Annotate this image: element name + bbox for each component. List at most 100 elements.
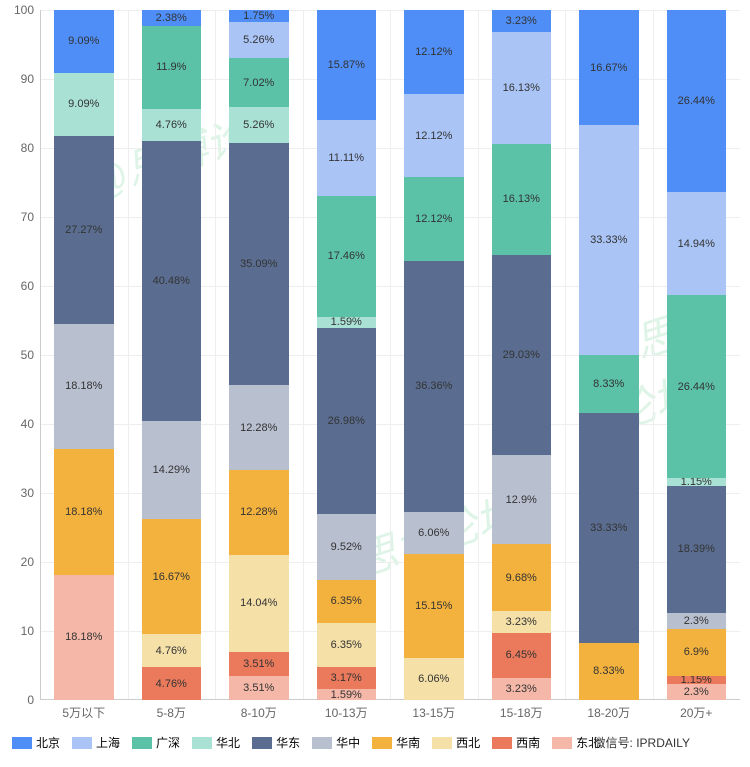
- segment-label: 36.36%: [415, 380, 452, 392]
- legend-label: 西南: [516, 734, 540, 751]
- legend-item[interactable]: 华东: [252, 734, 300, 751]
- legend-swatch: [312, 737, 332, 749]
- y-tick: 30: [0, 486, 40, 500]
- bar-segment: 16.67%: [579, 10, 639, 125]
- bar-segment: 6.9%: [667, 629, 727, 677]
- bar-segment: 18.18%: [54, 575, 114, 700]
- segment-label: 18.18%: [65, 631, 102, 643]
- legend-item[interactable]: 华北: [192, 734, 240, 751]
- segment-label: 6.9%: [684, 646, 709, 658]
- chart-container: @思博论坛@思博论坛@思博论坛 0102030405060708090100 1…: [0, 0, 750, 767]
- bar-segment: 29.03%: [492, 255, 552, 455]
- bar-segment: 12.9%: [492, 455, 552, 544]
- bar-segment: 6.06%: [404, 512, 464, 554]
- segment-label: 15.15%: [415, 600, 452, 612]
- segment-label: 26.44%: [678, 95, 715, 107]
- segment-label: 16.13%: [503, 82, 540, 94]
- x-category-label: 5万以下: [62, 704, 105, 721]
- segment-label: 26.98%: [328, 415, 365, 427]
- bar-segment: 15.87%: [317, 10, 377, 120]
- segment-label: 26.44%: [678, 381, 715, 393]
- bar-segment: 4.76%: [142, 667, 202, 700]
- legend-item[interactable]: 西南: [492, 734, 540, 751]
- segment-label: 3.23%: [506, 15, 537, 27]
- bar-segment: 33.33%: [579, 125, 639, 355]
- segment-label: 3.23%: [506, 616, 537, 628]
- x-category-label: 15-18万: [500, 704, 543, 721]
- legend-swatch: [72, 737, 92, 749]
- bar-segment: 9.52%: [317, 514, 377, 580]
- legend-label: 华中: [336, 734, 360, 751]
- legend-swatch: [492, 737, 512, 749]
- segment-label: 17.46%: [328, 250, 365, 262]
- bar-group: 2.3%1.15%6.9%2.3%18.39%1.15%26.44%14.94%…: [667, 10, 727, 700]
- legend-item[interactable]: 华南: [372, 734, 420, 751]
- segment-label: 9.52%: [331, 541, 362, 553]
- bar-segment: 6.35%: [317, 623, 377, 667]
- legend-item[interactable]: 华中: [312, 734, 360, 751]
- segment-label: 18.39%: [678, 543, 715, 555]
- segment-label: 15.87%: [328, 59, 365, 71]
- bar-segment: 3.23%: [492, 10, 552, 32]
- bar-segment: 16.67%: [142, 519, 202, 634]
- bar-segment: 2.3%: [667, 684, 727, 700]
- bar-segment: 12.12%: [404, 10, 464, 94]
- segment-label: 5.26%: [243, 34, 274, 46]
- segment-label: 4.76%: [156, 119, 187, 131]
- legend-item[interactable]: 北京: [12, 734, 60, 751]
- bar-segment: 18.18%: [54, 324, 114, 449]
- segment-label: 6.35%: [331, 639, 362, 651]
- legend-swatch: [12, 737, 32, 749]
- bar-segment: 12.28%: [229, 385, 289, 470]
- x-category-label: 13-15万: [412, 704, 455, 721]
- segment-label: 3.17%: [331, 672, 362, 684]
- bar-group: 3.51%3.51%14.04%12.28%12.28%35.09%5.26%7…: [229, 10, 289, 700]
- segment-label: 40.48%: [153, 275, 190, 287]
- segment-label: 12.28%: [240, 422, 277, 434]
- bar-segment: 26.44%: [667, 295, 727, 477]
- bar-segment: 8.33%: [579, 643, 639, 700]
- y-tick: 0: [0, 693, 40, 707]
- legend-item[interactable]: 西北: [432, 734, 480, 751]
- footer-text: 微信号: IPRDAILY: [594, 734, 690, 751]
- y-tick: 50: [0, 348, 40, 362]
- legend-item[interactable]: 广深: [132, 734, 180, 751]
- segment-label: 9.09%: [68, 35, 99, 47]
- segment-label: 18.18%: [65, 380, 102, 392]
- legend-swatch: [432, 737, 452, 749]
- segment-label: 3.51%: [243, 682, 274, 694]
- x-category-label: 20万+: [680, 704, 712, 721]
- bar-group: 8.33%33.33%8.33%33.33%16.67%: [579, 10, 639, 700]
- segment-label: 11.9%: [156, 61, 186, 73]
- bar-segment: 6.45%: [492, 633, 552, 678]
- bar-segment: 9.09%: [54, 73, 114, 136]
- legend-swatch: [372, 737, 392, 749]
- legend-swatch: [552, 737, 572, 749]
- segment-label: 1.59%: [331, 316, 362, 328]
- segment-label: 8.33%: [593, 378, 624, 390]
- segment-label: 33.33%: [590, 522, 627, 534]
- segment-label: 4.76%: [156, 678, 187, 690]
- segment-label: 12.28%: [240, 506, 277, 518]
- segment-label: 9.09%: [68, 98, 99, 110]
- bar-segment: 14.04%: [229, 555, 289, 652]
- legend-label: 华北: [216, 734, 240, 751]
- bar-segment: 27.27%: [54, 136, 114, 324]
- bar-segment: 11.11%: [317, 120, 377, 197]
- bar-segment: 17.46%: [317, 196, 377, 316]
- segment-label: 29.03%: [503, 349, 540, 361]
- legend-item[interactable]: 上海: [72, 734, 120, 751]
- bar-segment: 9.09%: [54, 10, 114, 73]
- segment-label: 8.33%: [593, 665, 624, 677]
- bar-segment: 3.17%: [317, 667, 377, 689]
- segment-label: 6.35%: [331, 595, 362, 607]
- legend-label: 上海: [96, 734, 120, 751]
- bar-segment: 18.18%: [54, 449, 114, 574]
- segment-label: 14.04%: [240, 597, 277, 609]
- bar-segment: 16.13%: [492, 32, 552, 143]
- y-tick: 60: [0, 279, 40, 293]
- segment-label: 4.76%: [156, 645, 187, 657]
- bar-segment: 2.3%: [667, 613, 727, 629]
- bar-segment: 35.09%: [229, 143, 289, 385]
- segment-label: 1.75%: [243, 10, 274, 22]
